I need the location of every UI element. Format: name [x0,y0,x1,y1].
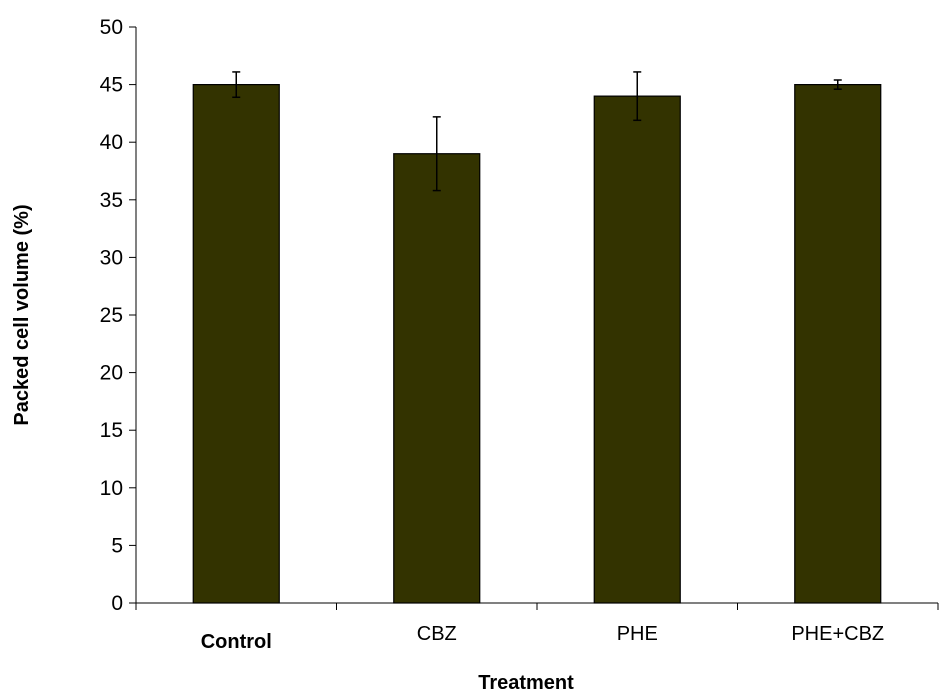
bar-phe [593,95,681,604]
y-tick-label: 10 [100,477,123,500]
y-tick-label: 40 [100,131,123,154]
error-bar [232,71,241,99]
y-tick-label: 0 [111,592,123,615]
y-ticks-layer: 0 5 10 15 20 25 30 35 40 45 50 [100,16,136,615]
y-tick-label: 50 [100,16,123,39]
y-tick-label: 5 [111,534,123,557]
y-tick-label: 15 [100,419,123,442]
x-tick-label: CBZ [417,623,457,645]
y-tick-label: 35 [100,189,123,212]
error-bars-layer [232,71,842,192]
x-ticks-layer: Control CBZ PHE PHE+CBZ [135,603,939,653]
bars-layer [192,83,882,604]
error-bar [633,71,642,122]
error-bar [432,116,441,192]
error-bar [833,79,842,90]
x-tick-label: PHE [617,623,658,645]
y-tick-label: 20 [100,362,123,385]
x-axis-title: Treatment [478,672,574,692]
bar-control [192,83,280,604]
bar-phe-cbz [794,83,882,604]
bar-cbz [393,153,481,604]
x-tick-label: Control [201,631,272,653]
y-tick-label: 45 [100,74,123,97]
y-tick-label: 30 [100,246,123,269]
y-tick-label: 25 [100,304,123,327]
y-axis-title: Packed cell volume (%) [11,204,33,425]
x-tick-label: PHE+CBZ [791,623,884,645]
